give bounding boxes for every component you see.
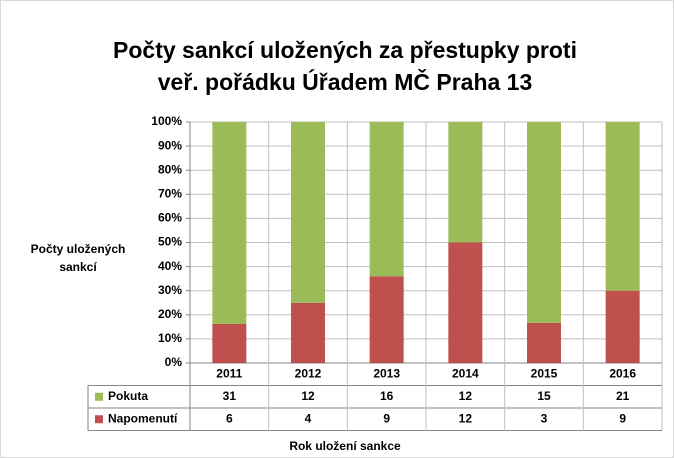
legend-swatch bbox=[95, 415, 103, 424]
table-value: 12 bbox=[459, 389, 473, 403]
table-value: 31 bbox=[223, 389, 237, 403]
x-tick-label: 2011 bbox=[216, 366, 242, 380]
bar-segment bbox=[527, 322, 561, 363]
table-value: 12 bbox=[301, 389, 315, 403]
chart-title: Počty sankcí uložených za přestupky prot… bbox=[113, 37, 577, 63]
bar-segment bbox=[448, 242, 483, 363]
bar-segment bbox=[369, 122, 404, 277]
bar-segment bbox=[369, 276, 404, 363]
table-value: 21 bbox=[616, 389, 630, 403]
table-value: 9 bbox=[383, 411, 390, 425]
bar-segment bbox=[605, 122, 640, 291]
y-tick-label: 70% bbox=[158, 186, 182, 200]
table-value: 6 bbox=[226, 411, 233, 425]
bar-segment bbox=[527, 122, 561, 323]
x-tick-label: 2012 bbox=[295, 366, 322, 380]
x-tick-label: 2015 bbox=[531, 366, 558, 380]
table-value: 15 bbox=[537, 389, 551, 403]
chart-title: veř. pořádku Úřadem MČ Praha 13 bbox=[158, 68, 533, 95]
table-value: 12 bbox=[459, 411, 473, 425]
x-axis-label: Rok uložení sankce bbox=[289, 439, 401, 453]
y-tick-label: 50% bbox=[158, 235, 182, 249]
table-value: 16 bbox=[380, 389, 394, 403]
y-tick-label: 0% bbox=[165, 355, 183, 369]
bar-segment bbox=[212, 122, 247, 324]
table-value: 4 bbox=[305, 411, 312, 425]
table-value: 3 bbox=[541, 411, 548, 425]
y-tick-label: 20% bbox=[158, 307, 182, 321]
legend-label: Napomenutí bbox=[108, 411, 178, 425]
y-axis-label: Počty uložených bbox=[31, 242, 126, 256]
x-tick-label: 2014 bbox=[452, 366, 479, 380]
bar-segment bbox=[605, 290, 640, 363]
bar-segment bbox=[212, 323, 247, 363]
bar-segment bbox=[291, 302, 325, 363]
table-value: 9 bbox=[619, 411, 626, 425]
y-tick-label: 40% bbox=[158, 259, 182, 273]
y-axis-label: sankcí bbox=[59, 260, 97, 274]
x-tick-label: 2013 bbox=[373, 366, 400, 380]
bar-segment bbox=[291, 122, 325, 303]
bar-segment bbox=[448, 122, 483, 243]
y-tick-label: 60% bbox=[158, 211, 182, 225]
y-tick-label: 10% bbox=[158, 331, 182, 345]
y-tick-label: 80% bbox=[158, 162, 182, 176]
x-tick-label: 2016 bbox=[609, 366, 636, 380]
legend-label: Pokuta bbox=[108, 389, 148, 403]
legend-swatch bbox=[95, 392, 103, 401]
y-tick-label: 30% bbox=[158, 283, 182, 297]
y-tick-label: 90% bbox=[158, 138, 182, 152]
y-tick-label: 100% bbox=[151, 114, 182, 128]
